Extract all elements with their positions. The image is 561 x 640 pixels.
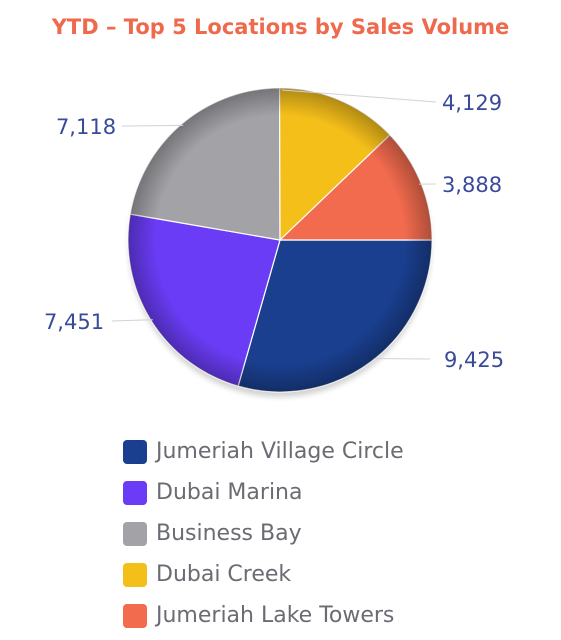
legend-item-jumeriah-lake-towers[interactable]: Jumeriah Lake Towers xyxy=(123,595,404,636)
legend-item-business-bay[interactable]: Business Bay xyxy=(123,513,404,554)
leader-line-dubai-marina xyxy=(111,319,153,322)
leader-line-business-bay xyxy=(121,124,184,127)
legend-label: Jumeriah Lake Towers xyxy=(156,603,395,628)
data-labels: 9,425 7,451 7,118 4,129 3,888 xyxy=(44,91,504,372)
pie-shading xyxy=(128,88,432,392)
legend-item-dubai-marina[interactable]: Dubai Marina xyxy=(123,472,404,513)
legend-label: Dubai Creek xyxy=(156,562,292,587)
leader-lines xyxy=(111,89,437,360)
data-label-jumeriah-village-circle: 9,425 xyxy=(444,348,504,372)
data-label-business-bay: 7,118 xyxy=(56,115,116,139)
legend: Jumeriah Village Circle Dubai Marina Busin… xyxy=(123,431,404,636)
leader-line-dubai-creek xyxy=(281,89,437,103)
legend-label: Jumeriah Village Circle xyxy=(156,439,404,464)
data-label-dubai-creek: 4,129 xyxy=(442,91,502,115)
legend-swatch xyxy=(123,562,147,587)
legend-swatch xyxy=(123,603,147,628)
legend-label: Business Bay xyxy=(156,521,302,546)
chart-title: YTD – Top 5 Locations by Sales Volume xyxy=(51,15,510,39)
data-label-dubai-marina: 7,451 xyxy=(44,310,104,334)
pie-chart: 9,425 7,451 7,118 4,129 3,888 xyxy=(44,87,504,397)
legend-item-dubai-creek[interactable]: Dubai Creek xyxy=(123,554,404,595)
legend-swatch xyxy=(123,521,147,546)
legend-swatch xyxy=(123,480,147,505)
legend-item-jumeriah-village-circle[interactable]: Jumeriah Village Circle xyxy=(123,431,404,472)
data-label-jumeriah-lake-towers: 3,888 xyxy=(442,173,502,197)
legend-swatch xyxy=(123,439,147,464)
legend-label: Dubai Marina xyxy=(156,480,303,505)
